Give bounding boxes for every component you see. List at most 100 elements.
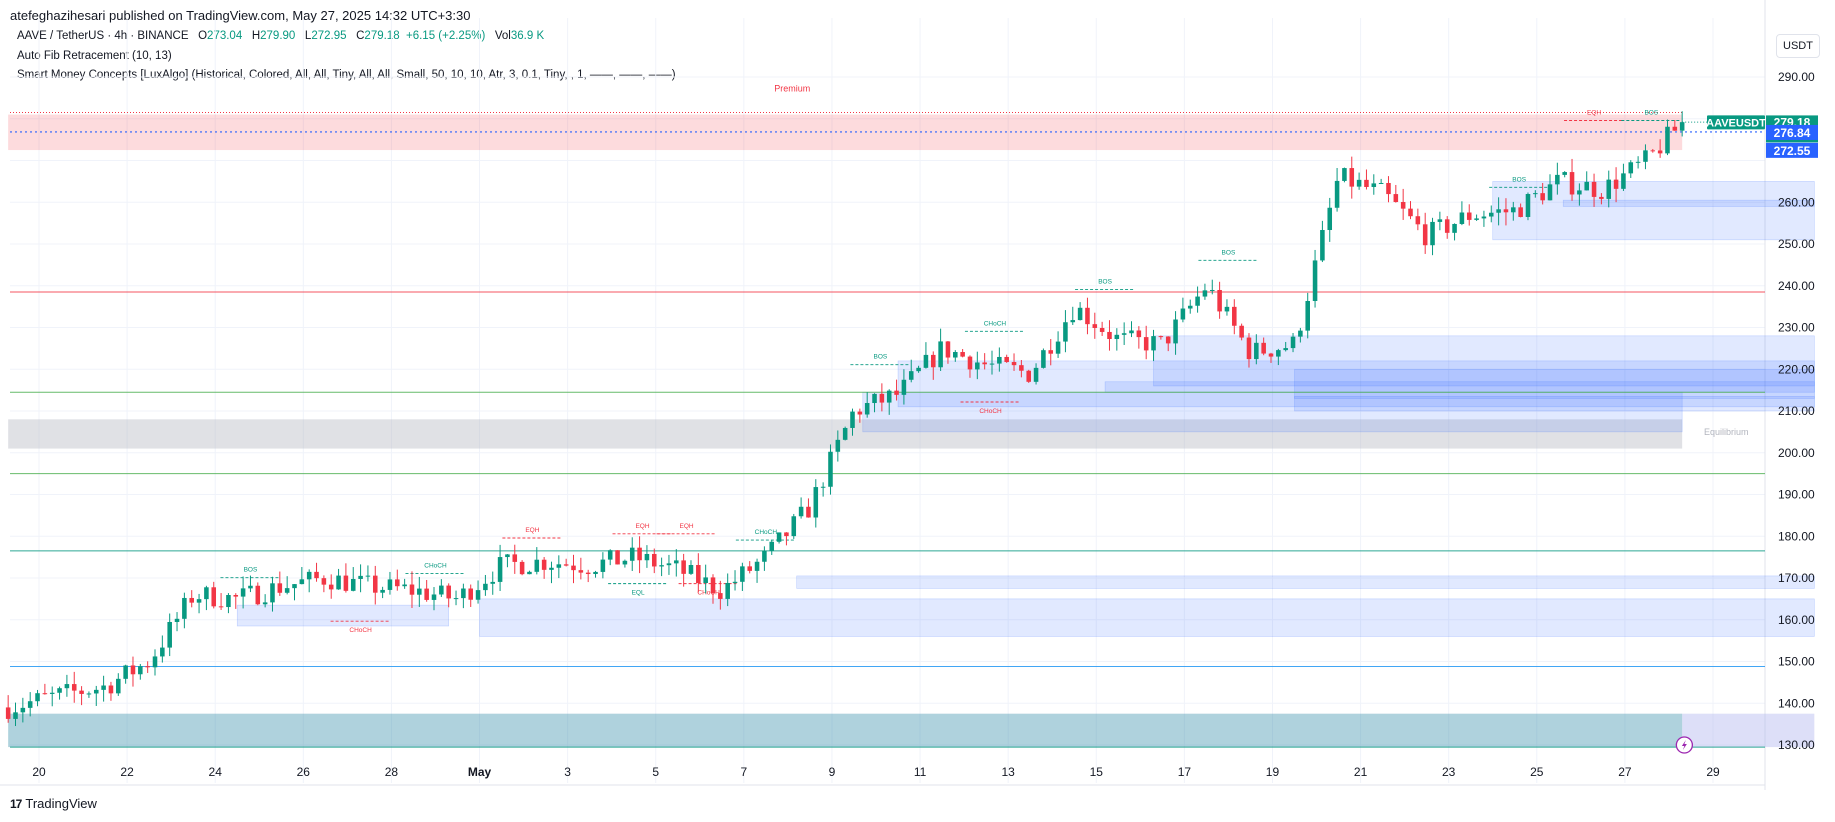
candle-up bbox=[842, 427, 848, 440]
candle-down bbox=[409, 584, 415, 595]
candle-down bbox=[945, 341, 951, 358]
candle-up bbox=[196, 599, 202, 603]
candle-up bbox=[813, 487, 819, 518]
indicator-smc-legend[interactable]: Smart Money Concepts [LuxAlgo] (Historic… bbox=[17, 69, 676, 81]
tradingview-logo[interactable]: 17 TradingView bbox=[10, 796, 97, 811]
candle-up bbox=[740, 566, 745, 582]
y-tick-label: 180.00 bbox=[1778, 529, 1815, 543]
candle-down bbox=[879, 393, 885, 403]
candle-up bbox=[732, 581, 738, 583]
candle-down bbox=[1026, 370, 1031, 382]
y-tick-label: 210.00 bbox=[1778, 404, 1815, 418]
vol-label: Vol bbox=[494, 30, 511, 42]
indicator-fib-legend[interactable]: Auto Fib Retracement (10, 13) bbox=[17, 50, 172, 62]
candle-up bbox=[975, 362, 980, 370]
x-tick-label: 19 bbox=[1266, 765, 1280, 779]
candle-down bbox=[651, 553, 657, 567]
candle-down bbox=[1246, 337, 1252, 360]
candle-up bbox=[1621, 173, 1626, 189]
candle-up bbox=[1371, 183, 1377, 187]
candle-up bbox=[1577, 190, 1582, 195]
candle-up bbox=[299, 579, 305, 585]
order-block bbox=[1104, 381, 1815, 393]
candle-up bbox=[1562, 172, 1567, 175]
candle-up bbox=[703, 577, 708, 584]
candle-up bbox=[593, 571, 598, 575]
candle-down bbox=[1107, 331, 1112, 340]
candle-down bbox=[233, 595, 239, 597]
candle-up bbox=[688, 565, 694, 574]
candle-down bbox=[108, 685, 114, 694]
candle-up bbox=[417, 588, 422, 595]
candle-down bbox=[585, 572, 591, 575]
candle-down bbox=[145, 666, 150, 668]
candle-up bbox=[997, 356, 1002, 364]
candle-up bbox=[431, 594, 437, 600]
order-block bbox=[479, 598, 1815, 637]
x-tick-label: 28 bbox=[385, 765, 399, 779]
candle-up bbox=[762, 550, 767, 562]
structure-label-eqh: EQH bbox=[635, 523, 649, 530]
candle-up bbox=[629, 547, 635, 561]
candle-down bbox=[1672, 126, 1678, 131]
close-label: C bbox=[356, 30, 365, 42]
x-tick-label: 22 bbox=[120, 765, 134, 779]
candle-down bbox=[1386, 182, 1391, 195]
symbol-tag: AAVEUSDT bbox=[1706, 117, 1766, 129]
x-tick-label: 29 bbox=[1706, 765, 1720, 779]
candle-up bbox=[1430, 221, 1435, 246]
candle-down bbox=[512, 554, 518, 562]
candle-up bbox=[182, 597, 187, 619]
candle-down bbox=[314, 571, 319, 579]
currency-button[interactable]: USDT bbox=[1776, 34, 1820, 58]
candle-up bbox=[1679, 122, 1685, 131]
y-tick-label: 290.00 bbox=[1778, 70, 1815, 84]
candle-down bbox=[372, 575, 378, 593]
candle-up bbox=[1488, 212, 1494, 217]
candle-down bbox=[1143, 337, 1149, 351]
candle-down bbox=[1239, 325, 1244, 338]
close-value: 279.18 bbox=[364, 30, 400, 42]
candle-down bbox=[468, 588, 473, 600]
candle-up bbox=[1665, 126, 1670, 154]
x-tick-label: 25 bbox=[1530, 765, 1544, 779]
candle-down bbox=[395, 579, 400, 587]
candle-up bbox=[57, 688, 62, 693]
candle-down bbox=[1518, 207, 1523, 217]
candle-up bbox=[1276, 350, 1281, 357]
candle-up bbox=[174, 618, 180, 622]
candle-up bbox=[644, 553, 650, 561]
candle-down bbox=[1261, 342, 1266, 354]
y-tick-label: 230.00 bbox=[1778, 321, 1815, 335]
equilibrium-label: Equilibrium bbox=[1704, 427, 1749, 437]
candle-up bbox=[1290, 336, 1296, 349]
candle-up bbox=[1584, 181, 1589, 191]
structure-label-choch: CHoCH bbox=[984, 320, 1007, 327]
y-tick-label: 130.00 bbox=[1778, 738, 1815, 752]
candle-up bbox=[659, 565, 664, 567]
x-tick-label: 24 bbox=[209, 765, 223, 779]
candle-down bbox=[1011, 362, 1017, 366]
candle-up bbox=[1437, 219, 1443, 222]
open-value: 273.04 bbox=[207, 30, 243, 42]
tradingview-logo-icon: 17 bbox=[10, 796, 22, 811]
candle-up bbox=[1077, 307, 1083, 321]
symbol-name[interactable]: AAVE / TetherUS · 4h · BINANCE bbox=[17, 30, 189, 42]
candle-up bbox=[1378, 182, 1384, 184]
structure-label-choch: CHoCH bbox=[755, 529, 778, 536]
candle-up bbox=[872, 393, 877, 404]
candle-up bbox=[505, 554, 510, 558]
structure-label-bos: BOS bbox=[1644, 109, 1658, 116]
candle-up bbox=[402, 584, 407, 587]
candle-down bbox=[130, 665, 136, 675]
candle-up bbox=[475, 590, 481, 600]
candle-up bbox=[549, 567, 554, 570]
candle-down bbox=[211, 587, 217, 607]
candle-up bbox=[1187, 305, 1193, 309]
candle-down bbox=[637, 547, 642, 561]
candle-down bbox=[1019, 365, 1024, 371]
candle-up bbox=[828, 451, 833, 487]
candle-down bbox=[894, 390, 899, 395]
candle-down bbox=[1268, 353, 1274, 357]
